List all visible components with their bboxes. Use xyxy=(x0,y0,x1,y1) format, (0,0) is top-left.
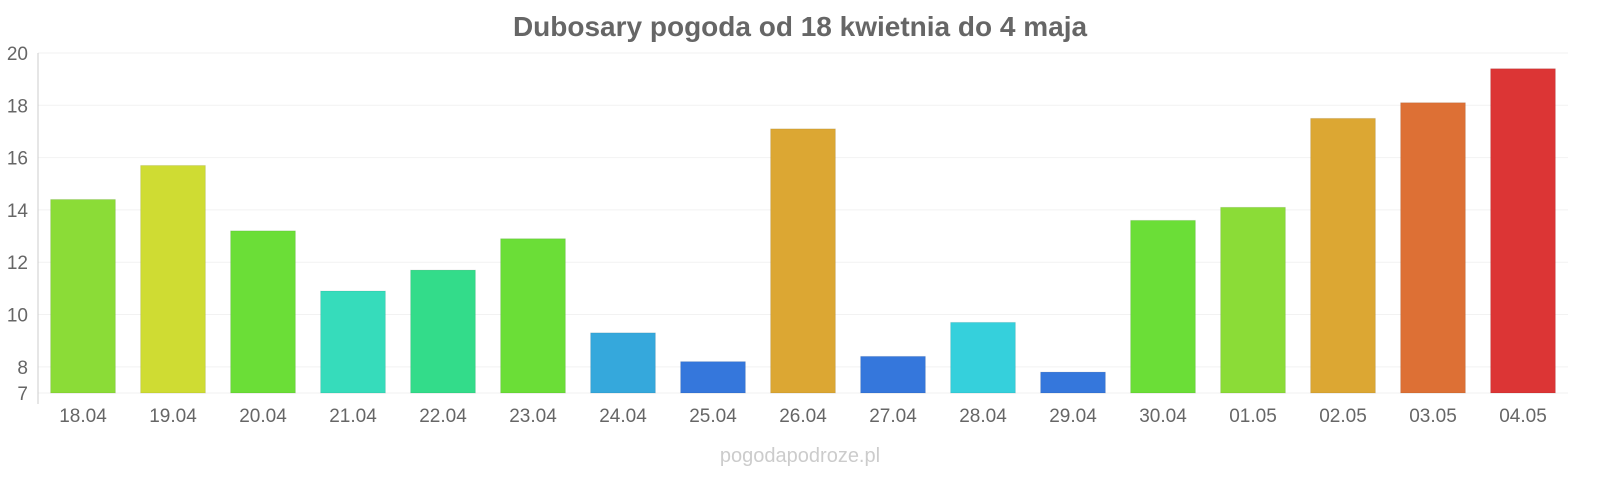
y-tick-label: 20 xyxy=(7,44,28,65)
bar-20.04 xyxy=(230,230,296,394)
bar-28.04 xyxy=(950,321,1016,394)
x-tick-label: 18.04 xyxy=(59,406,107,427)
x-tick-label: 23.04 xyxy=(509,406,557,427)
bar-18.04 xyxy=(50,198,116,394)
y-tick-label: 18 xyxy=(7,96,28,117)
bar-24.04 xyxy=(590,332,656,394)
x-tick-label: 29.04 xyxy=(1049,406,1097,427)
x-tick-label: 28.04 xyxy=(959,406,1007,427)
watermark: pogodapodroze.pl xyxy=(720,445,880,467)
y-tick-label: 16 xyxy=(7,149,28,170)
bar-19.04 xyxy=(140,164,206,394)
bar-22.04 xyxy=(410,269,476,394)
bar-23.04 xyxy=(500,238,566,394)
bar-04.05 xyxy=(1490,68,1556,394)
x-tick-label: 26.04 xyxy=(779,406,827,427)
x-tick-label: 19.04 xyxy=(149,406,197,427)
x-tick-label: 25.04 xyxy=(689,406,737,427)
y-tick-label: 7 xyxy=(17,384,28,405)
bar-27.04 xyxy=(860,355,926,394)
bar-01.05 xyxy=(1220,206,1286,394)
bar-03.05 xyxy=(1400,102,1466,394)
x-tick-label: 01.05 xyxy=(1229,406,1277,427)
y-tick-label: 14 xyxy=(7,201,29,222)
x-tick-label: 30.04 xyxy=(1139,406,1187,427)
bar-02.05 xyxy=(1310,117,1376,394)
y-tick-label: 8 xyxy=(17,358,28,379)
bar-29.04 xyxy=(1040,371,1106,394)
x-tick-label: 03.05 xyxy=(1409,406,1457,427)
x-tick-label: 27.04 xyxy=(869,406,917,427)
x-tick-label: 20.04 xyxy=(239,406,287,427)
bar-25.04 xyxy=(680,361,746,394)
x-tick-label: 24.04 xyxy=(599,406,647,427)
bar-26.04 xyxy=(770,128,836,394)
y-tick-label: 12 xyxy=(7,253,28,274)
x-tick-label: 21.04 xyxy=(329,406,377,427)
chart-title: Dubosary pogoda od 18 kwietnia do 4 maja xyxy=(513,11,1088,42)
bar-21.04 xyxy=(320,290,386,394)
bar-30.04 xyxy=(1130,219,1196,394)
x-tick-label: 02.05 xyxy=(1319,406,1367,427)
x-tick-label: 22.04 xyxy=(419,406,467,427)
x-tick-label: 04.05 xyxy=(1499,406,1547,427)
y-tick-label: 10 xyxy=(7,306,28,327)
